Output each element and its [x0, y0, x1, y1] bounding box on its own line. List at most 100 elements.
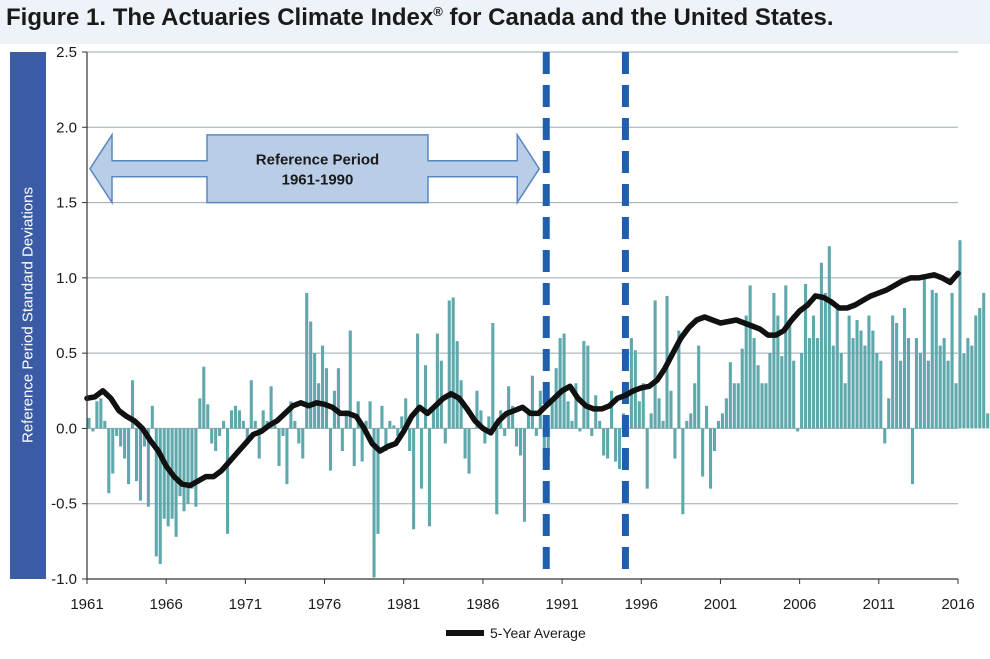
bar	[123, 428, 127, 459]
legend-label-5-year-average: 5-Year Average	[490, 625, 586, 641]
bar	[697, 345, 701, 429]
tick-labels: 2.5 2.0 1.5 1.0 0.5 0.0 -0.5 -1.0 1961 1966 1971 19…	[51, 44, 975, 613]
bar	[883, 428, 887, 444]
bar	[835, 307, 839, 429]
bar	[942, 338, 946, 429]
y-tick-label: 0.5	[56, 345, 77, 362]
bar	[732, 383, 736, 429]
bar	[443, 428, 447, 444]
bar	[376, 428, 380, 534]
bar	[641, 383, 645, 429]
bar	[804, 283, 808, 429]
bar	[222, 420, 226, 429]
bar	[598, 420, 602, 429]
bar	[926, 360, 930, 429]
figure-label: Figure 1.	[6, 4, 107, 31]
bar	[344, 410, 348, 429]
bar	[431, 410, 435, 429]
bar	[807, 338, 812, 429]
bar	[368, 401, 372, 429]
bar	[637, 401, 641, 429]
bar	[811, 315, 816, 429]
bar	[150, 405, 154, 429]
bar	[127, 428, 131, 485]
bar	[851, 338, 855, 429]
bar	[606, 428, 610, 459]
bar	[831, 345, 835, 429]
bar	[930, 289, 934, 429]
bar	[479, 410, 483, 429]
bar	[297, 428, 301, 444]
bar	[289, 401, 293, 429]
figure-title-main: The Actuaries Climate Index	[112, 4, 434, 31]
bar	[522, 428, 527, 522]
bar	[233, 405, 238, 429]
bar	[558, 338, 562, 429]
bar	[427, 428, 432, 527]
bar	[281, 428, 285, 436]
bar	[954, 383, 958, 429]
bar	[693, 383, 697, 429]
bar	[423, 365, 428, 429]
x-tick-label: 1981	[387, 596, 420, 613]
bar	[768, 353, 772, 429]
bar	[419, 428, 424, 489]
bar	[677, 330, 681, 429]
y-tick-label: 0.0	[56, 420, 77, 437]
bar	[910, 428, 915, 485]
bar	[515, 428, 519, 447]
gridlines	[87, 51, 958, 580]
bar	[903, 307, 907, 429]
bar	[257, 428, 261, 459]
bar	[491, 323, 495, 429]
bar	[277, 428, 281, 467]
bar	[594, 395, 598, 429]
bar	[328, 428, 333, 471]
bar	[823, 292, 827, 429]
registered-mark: ®	[433, 4, 443, 19]
bar	[111, 428, 115, 474]
x-tick-label: 1991	[545, 596, 578, 613]
bar	[978, 307, 982, 429]
bar	[416, 333, 420, 429]
bar	[827, 246, 831, 429]
bar	[518, 428, 523, 456]
bar	[226, 428, 230, 534]
bar	[752, 338, 756, 429]
bar	[503, 428, 507, 436]
bar	[309, 321, 313, 429]
bar	[447, 300, 451, 429]
x-tick-label: 2001	[704, 596, 737, 613]
bar	[507, 386, 511, 429]
bar	[305, 292, 309, 429]
bar	[946, 360, 950, 429]
bar	[91, 428, 95, 432]
bar	[958, 240, 962, 429]
bar	[914, 338, 918, 429]
bar	[261, 410, 265, 429]
bar	[863, 345, 867, 429]
bar	[709, 428, 713, 489]
bar	[451, 297, 455, 429]
x-tick-label: 2006	[783, 596, 816, 613]
bar	[895, 323, 899, 429]
bar	[673, 428, 677, 459]
bar	[364, 420, 368, 429]
bar	[736, 383, 740, 429]
bar	[724, 398, 728, 429]
figure-header: Figure 1. The Actuaries Climate Index® f…	[0, 0, 990, 44]
bar	[115, 428, 119, 436]
bar	[966, 338, 970, 429]
bar	[669, 390, 673, 429]
y-tick-label: -1.0	[51, 571, 77, 588]
bar	[986, 413, 990, 429]
bar	[855, 320, 859, 429]
reference-period-annotation: Reference Period 1961-1990	[89, 132, 541, 206]
bar	[285, 428, 289, 485]
x-tick-label: 1986	[466, 596, 499, 613]
bar	[590, 428, 594, 436]
bar	[463, 428, 467, 459]
bar	[249, 380, 253, 429]
bar	[701, 428, 705, 477]
